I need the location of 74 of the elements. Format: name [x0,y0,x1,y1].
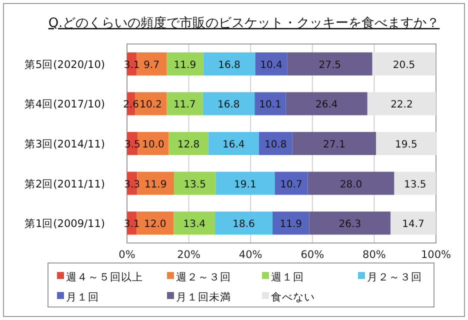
legend-label: 週２～３回 [176,272,231,284]
y-tick-label: 第2回(2011/11) [24,178,105,190]
legend-label: 週１回 [271,272,304,284]
data-label: 19.5 [395,140,418,150]
bar [208,132,259,156]
data-label: 19.1 [234,179,256,190]
y-tick-label: 第5回(2020/10) [24,58,105,71]
data-label: 10.7 [280,179,302,190]
data-label: 10.2 [140,100,162,111]
bar [292,132,376,156]
bar [308,172,394,195]
data-label: 12.0 [144,219,166,230]
data-label: 16.8 [218,60,240,71]
x-tick-label: 60% [300,249,324,261]
bar [168,132,208,156]
data-label: 10.1 [259,100,282,111]
data-label: 11.7 [173,100,196,111]
bar [272,212,310,235]
bar [215,212,273,235]
data-label: 14.7 [402,219,424,230]
data-label: 10.0 [142,140,164,150]
legend-label: 週４～５回以上 [66,270,143,284]
bar [255,52,288,76]
x-tick-label: 40% [238,249,262,261]
x-tick-label: 20% [177,249,200,261]
x-tick-label: 80% [362,249,386,261]
bar [166,52,204,76]
bar [202,92,255,116]
data-label: 11.9 [144,179,167,190]
bar [254,92,286,116]
bar [376,132,436,156]
bar [372,52,436,76]
y-tick-label: 第4回(2017/10) [24,98,105,111]
data-label: 16.8 [218,100,240,111]
bar [216,172,275,195]
x-tick-label: 0% [118,249,136,261]
y-tick-label: 第3回(2014/11) [24,138,105,150]
data-label: 12.8 [177,140,200,150]
bar [258,132,292,156]
data-label: 16.4 [222,140,245,150]
data-label: 26.4 [315,100,338,111]
data-label: 10.8 [264,140,287,150]
data-label: 27.5 [318,60,341,71]
y-tick-label: 第1回(2009/11) [24,218,105,230]
data-label: 22.2 [390,100,413,111]
bar [287,52,372,76]
bar [174,212,216,235]
data-label: 11.9 [280,219,302,230]
bar [274,172,308,195]
legend-label: 月１回未満 [176,290,231,304]
x-tick-label: 100% [420,249,452,261]
data-label: 13.5 [404,179,426,190]
data-label: 28.0 [340,179,362,190]
bar [286,92,368,116]
legend-label: 食べない [271,292,315,304]
data-label: 20.5 [392,60,416,71]
data-label: 10.4 [260,60,282,71]
data-label: 11.9 [174,60,196,71]
bar [394,172,436,195]
bar [390,212,436,235]
bar [309,212,391,235]
data-label: 13.5 [184,179,206,190]
bar [203,52,256,76]
data-label: 13.4 [183,219,206,230]
legend-label: 月２～３回 [367,272,422,284]
data-label: 27.1 [323,140,346,150]
bar [166,92,203,116]
data-label: 18.6 [232,219,255,230]
title: Q.どのくらいの頻度で市販のビスケット・クッキーを食べますか？ [48,16,440,31]
bar [367,92,436,116]
data-label: 26.3 [338,219,362,230]
bar [174,172,216,195]
data-label: 9.7 [144,60,160,71]
legend-label: 月１回 [66,292,99,304]
